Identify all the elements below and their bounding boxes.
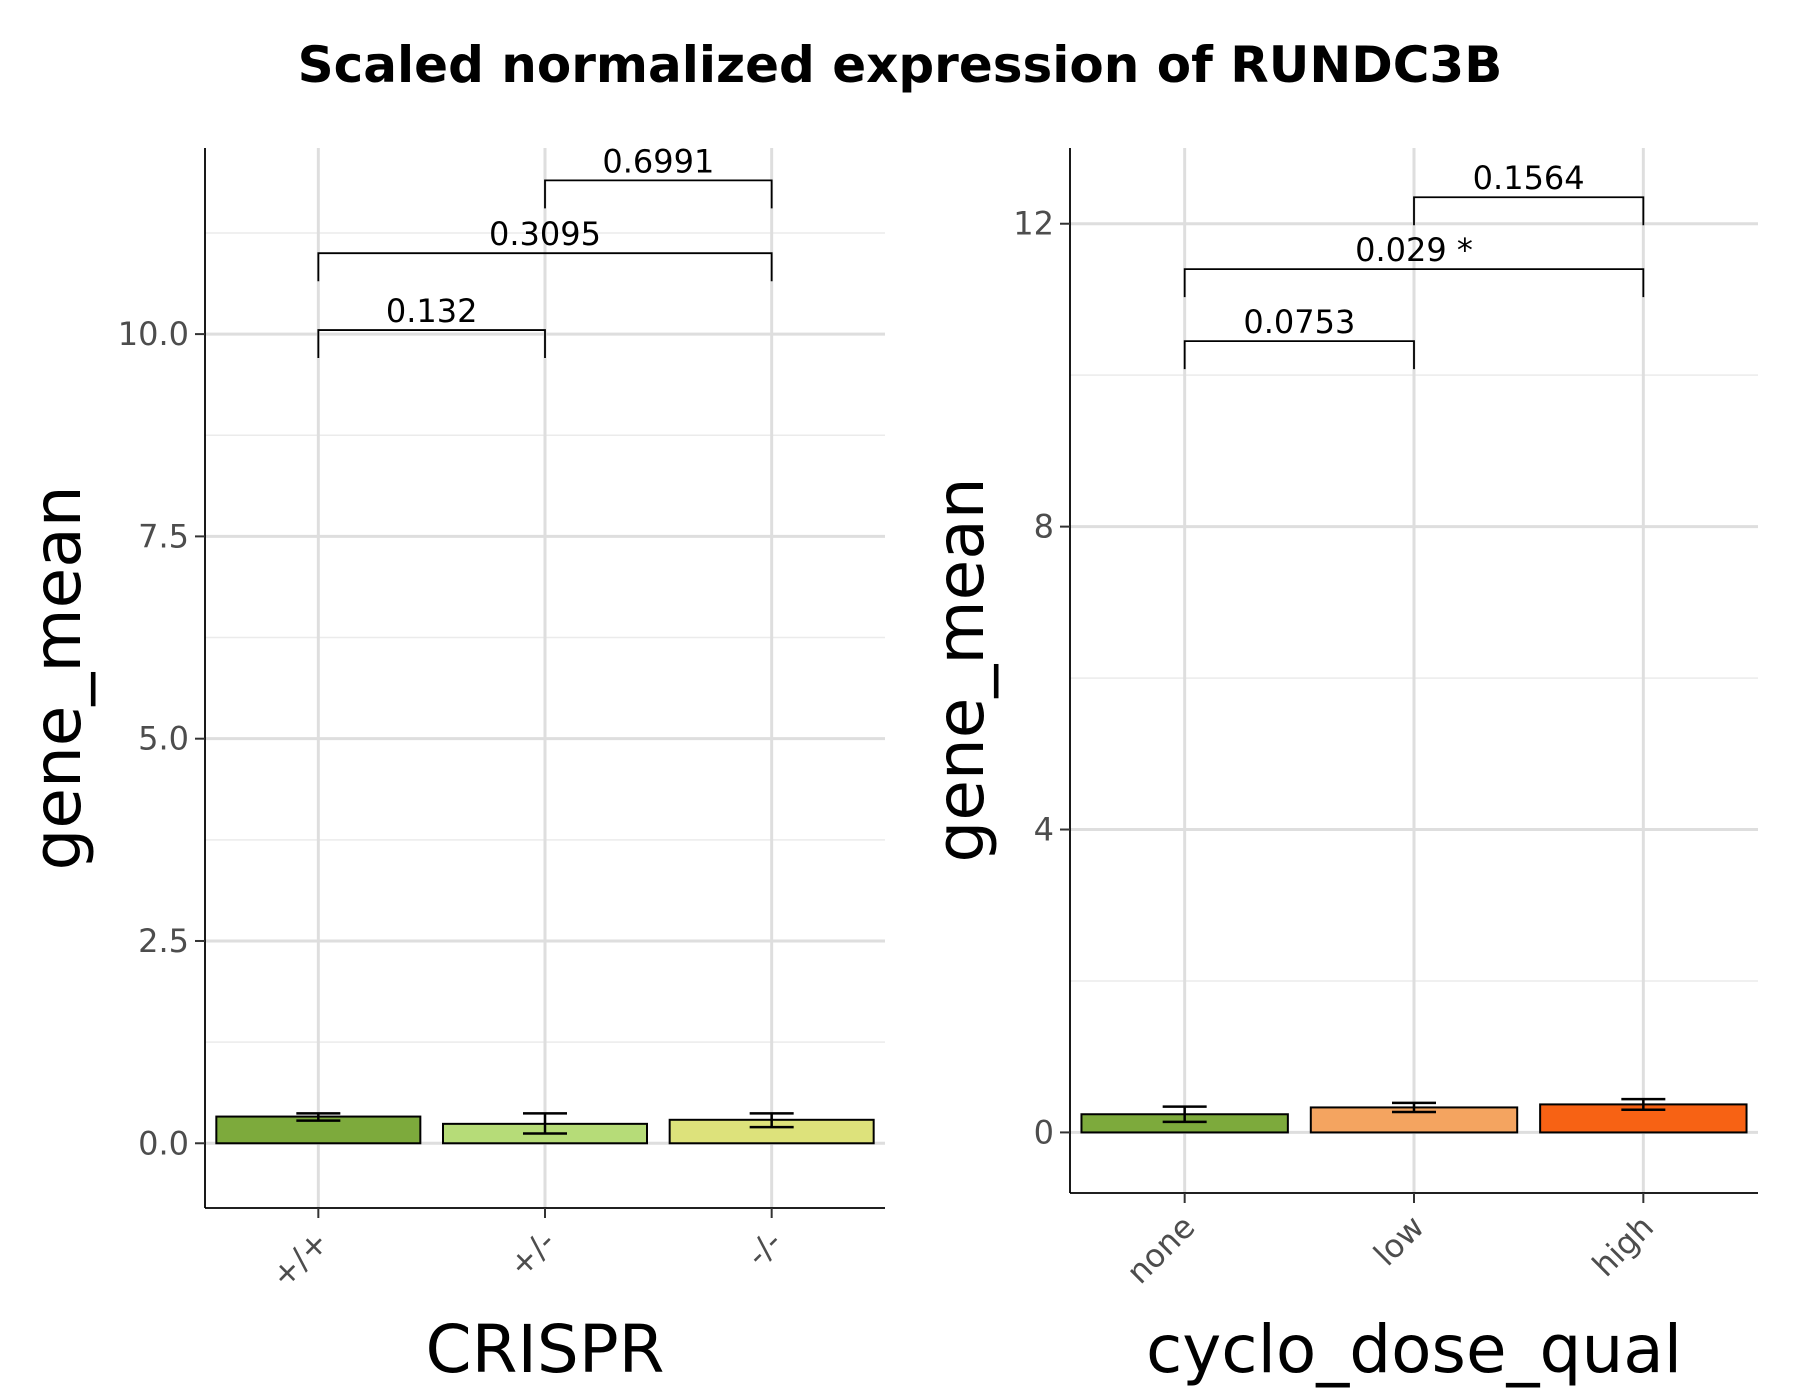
significance-label: 0.3095 — [489, 215, 601, 253]
significance-bracket — [1413, 196, 1645, 226]
x-tick-label: -/- — [739, 1223, 790, 1274]
x-tick-label: high — [1585, 1208, 1661, 1284]
x-tick-label: none — [1119, 1208, 1202, 1291]
significance-label: 0.029 * — [1355, 231, 1473, 269]
y-tick-label: 12 — [1013, 205, 1054, 243]
significance-label: 0.6991 — [602, 142, 714, 180]
significance-label: 0.0753 — [1243, 303, 1355, 341]
y-axis-title: gene_mean — [922, 477, 999, 862]
y-tick-label: 10.0 — [118, 315, 189, 353]
significance-label: 0.132 — [386, 292, 478, 330]
significance-label: 0.1564 — [1473, 159, 1585, 197]
significance-bracket — [1183, 268, 1645, 298]
y-tick-label: 0.0 — [138, 1124, 189, 1162]
x-tick-label: +/- — [501, 1223, 563, 1285]
y-axis-title: gene_mean — [19, 485, 96, 870]
significance-bracket — [1183, 340, 1415, 370]
x-axis-title: cyclo_dose_qual — [1146, 1311, 1682, 1388]
bar — [1539, 1103, 1748, 1134]
y-tick-label: 4 — [1034, 811, 1054, 849]
y-tick-label: 2.5 — [138, 922, 189, 960]
significance-bracket — [544, 179, 773, 209]
y-tick-label: 0 — [1034, 1113, 1054, 1151]
chart-title: Scaled normalized expression of RUNDC3B — [297, 36, 1503, 94]
y-tick-label: 7.5 — [138, 517, 189, 555]
x-tick-label: low — [1366, 1208, 1432, 1274]
x-tick-label: +/+ — [264, 1223, 336, 1295]
significance-bracket — [317, 252, 773, 282]
y-tick-label: 8 — [1034, 508, 1054, 546]
y-tick-label: 5.0 — [138, 720, 189, 758]
bar — [215, 1115, 422, 1145]
x-axis-title: CRISPR — [426, 1311, 665, 1388]
significance-bracket — [317, 329, 546, 359]
